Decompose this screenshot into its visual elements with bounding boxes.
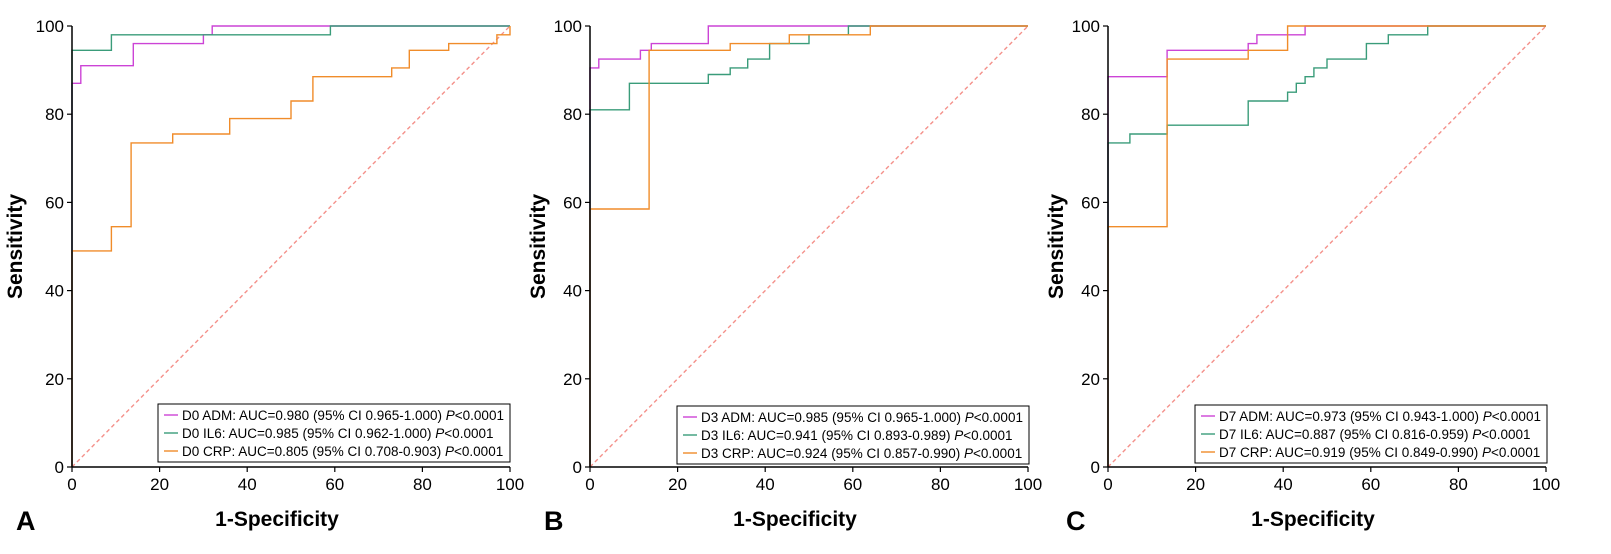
roc-panel-b: 0 20 40 60 80 100 0 20 40 60 80 100 1-Specificity Sen… — [527, 17, 1042, 536]
x-tick-label: 100 — [1532, 475, 1560, 494]
y-tick-label: 0 — [55, 458, 64, 477]
x-tick-label: 100 — [1014, 475, 1042, 494]
reference-diagonal — [589, 25, 1029, 468]
x-tick-label: 80 — [413, 475, 432, 494]
roc-panel-a: 0 20 40 60 80 100 0 20 40 60 80 100 1-Specificity Sen… — [4, 17, 524, 536]
legend-entry-adm: D0 ADM: AUC=0.980 (95% CI 0.965-1.000) P… — [182, 408, 504, 423]
x-axis-title: 1-Specificity — [215, 508, 339, 531]
y-tick-label: 100 — [1072, 17, 1100, 36]
y-axis-title: Sensitivity — [1045, 194, 1068, 299]
y-axis-title: Sensitivity — [4, 194, 27, 299]
x-tick-label: 20 — [150, 475, 169, 494]
y-tick-label: 20 — [1081, 370, 1100, 389]
roc-curve-adm — [71, 25, 510, 467]
x-tick-label: 0 — [1103, 475, 1112, 494]
y-tick-label: 80 — [563, 105, 582, 124]
x-tick-label: 80 — [931, 475, 950, 494]
legend-entry-il6: D3 IL6: AUC=0.941 (95% CI 0.893-0.989) P… — [701, 428, 1012, 443]
roc-curve-crp — [589, 25, 1028, 467]
x-tick-label: 80 — [1449, 475, 1468, 494]
x-tick-label: 60 — [325, 475, 344, 494]
legend-entry-crp: D0 CRP: AUC=0.805 (95% CI 0.708-0.903) P… — [182, 444, 503, 459]
y-tick-label: 20 — [563, 370, 582, 389]
x-tick-label: 40 — [756, 475, 775, 494]
legend-entry-il6: D0 IL6: AUC=0.985 (95% CI 0.962-1.000) P… — [182, 426, 493, 441]
roc-curve-il6 — [589, 25, 1028, 467]
roc-curve-crp — [1107, 25, 1546, 467]
roc-curve-adm — [1107, 25, 1546, 467]
x-tick-label: 60 — [1361, 475, 1380, 494]
legend-entry-crp: D3 CRP: AUC=0.924 (95% CI 0.857-0.990) P… — [701, 446, 1022, 461]
legend-box — [676, 405, 1030, 465]
y-tick-label: 40 — [563, 282, 582, 301]
roc-curve-adm — [589, 25, 1028, 467]
y-tick-label: 40 — [45, 282, 64, 301]
legend-box — [1194, 404, 1548, 464]
x-tick-label: 0 — [67, 475, 76, 494]
y-tick-label: 0 — [573, 458, 582, 477]
y-tick-label: 80 — [45, 105, 64, 124]
x-tick-label: 20 — [1186, 475, 1205, 494]
reference-diagonal — [1107, 25, 1547, 468]
x-tick-label: 0 — [585, 475, 594, 494]
x-tick-label: 60 — [843, 475, 862, 494]
x-tick-label: 40 — [1274, 475, 1293, 494]
roc-panel-c: 0 20 40 60 80 100 0 20 40 60 80 100 1-Specificity Sen… — [1045, 17, 1560, 536]
x-tick-label: 20 — [668, 475, 687, 494]
legend-entry-crp: D7 CRP: AUC=0.919 (95% CI 0.849-0.990) P… — [1219, 445, 1540, 460]
legend-box — [157, 403, 511, 463]
x-tick-label: 40 — [238, 475, 257, 494]
y-tick-label: 80 — [1081, 105, 1100, 124]
y-tick-label: 100 — [554, 17, 582, 36]
y-tick-label: 40 — [1081, 282, 1100, 301]
y-tick-label: 60 — [45, 193, 64, 212]
y-tick-label: 60 — [563, 193, 582, 212]
roc-curve-crp — [71, 26, 511, 467]
legend-entry-adm: D3 ADM: AUC=0.985 (95% CI 0.965-1.000) P… — [701, 410, 1023, 425]
x-tick-label: 100 — [496, 475, 524, 494]
y-tick-label: 0 — [1091, 458, 1100, 477]
x-axis-title: 1-Specificity — [733, 508, 857, 531]
y-tick-label: 20 — [45, 370, 64, 389]
y-axis-title: Sensitivity — [527, 194, 550, 299]
panel-label: B — [544, 506, 564, 536]
panel-label: A — [16, 506, 36, 536]
y-tick-label: 100 — [36, 17, 64, 36]
legend-entry-adm: D7 ADM: AUC=0.973 (95% CI 0.943-1.000) P… — [1219, 409, 1541, 424]
panel-label: C — [1066, 506, 1086, 536]
y-tick-label: 60 — [1081, 193, 1100, 212]
x-axis-title: 1-Specificity — [1251, 508, 1375, 531]
reference-diagonal — [71, 25, 511, 468]
legend-entry-il6: D7 IL6: AUC=0.887 (95% CI 0.816-0.959) P… — [1219, 427, 1530, 442]
